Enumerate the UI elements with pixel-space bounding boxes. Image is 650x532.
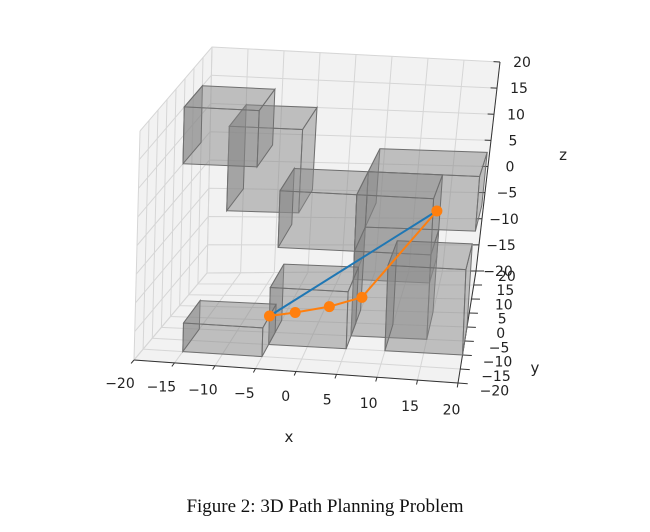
obstacle-face [384,264,467,356]
planned-path-point [431,205,443,217]
obstacle-box [182,84,276,169]
direct-path [268,210,438,317]
x-tick-mark [456,382,459,388]
z-tick-label: 5 [509,133,518,149]
x-tick-label: −5 [234,386,255,402]
x-tick-mark [130,359,135,364]
y-tick-label: 0 [496,326,505,342]
planned-path-point [323,301,335,313]
obstacle-face [269,263,360,293]
z-tick-label: 0 [506,160,515,176]
gridline-z [139,46,501,132]
x-tick-label: 5 [323,392,332,408]
z-tick-label: 10 [507,107,525,123]
obstacle-face [387,240,473,271]
x-tick-mark [252,368,256,373]
z-axis-label: z [559,146,567,164]
x-tick-label: 15 [401,399,419,415]
direct-path-line [268,210,438,317]
y-axis-label: y [531,359,540,377]
x-tick-label: 10 [360,396,378,412]
z-tick-label: −15 [486,238,516,254]
y-tick-label: 5 [498,312,507,328]
x-tick-mark [171,362,175,367]
y-tick-label: 15 [496,283,514,299]
planned-path-point [356,291,368,303]
y-tick-label: 10 [495,297,513,313]
x-tick-label: −20 [105,376,135,392]
y-tick-mark [460,368,470,371]
y-tick-label: −15 [481,369,511,385]
gridline-z [138,74,498,160]
x-tick-mark [334,374,337,379]
x-tick-mark [212,365,216,370]
obstacle-face [279,167,370,196]
obstacle-box [268,263,360,350]
paths [263,205,443,322]
obstacle-box [182,299,277,358]
y-tick-mark [457,382,468,385]
x-tick-label: 20 [443,402,461,418]
y-tick-label: −20 [480,383,510,399]
x-tick-mark [375,377,378,382]
obstacle-face [183,85,276,112]
y-tick-mark [462,354,472,357]
y-tick-label: −5 [489,340,510,356]
z-tick-label: −10 [489,212,519,228]
tick-labels: −20 −15 −10 −5 0 5 10 15 20−20−15−10−505101520−2… [105,55,531,418]
x-tick-label: −10 [188,383,218,399]
x-tick-mark [293,371,297,376]
x-tick-label: 0 [281,389,290,405]
obstacle-box [384,240,473,356]
z-tick-label: −5 [497,186,518,202]
z-tick-label: 15 [510,81,528,97]
y-tick-label: −10 [483,355,513,371]
planned-path [263,205,443,322]
figure-caption: Figure 2: 3D Path Planning Problem [186,496,464,517]
planned-path-point [289,306,301,318]
y-tick-label: 20 [498,269,516,285]
x-axis-label: x [285,428,294,446]
z-tick-label: 20 [513,55,531,71]
x-tick-label: −15 [147,379,177,395]
x-tick-mark [416,380,418,385]
obstacle-face [182,300,277,329]
planned-path-point [263,310,275,322]
obstacle-face [356,171,444,200]
path-planning-3d-chart: −20 −15 −10 −5 0 5 10 15 20−20−15−10−505101520−2… [105,46,567,446]
z-tick-label: −20 [483,264,513,280]
